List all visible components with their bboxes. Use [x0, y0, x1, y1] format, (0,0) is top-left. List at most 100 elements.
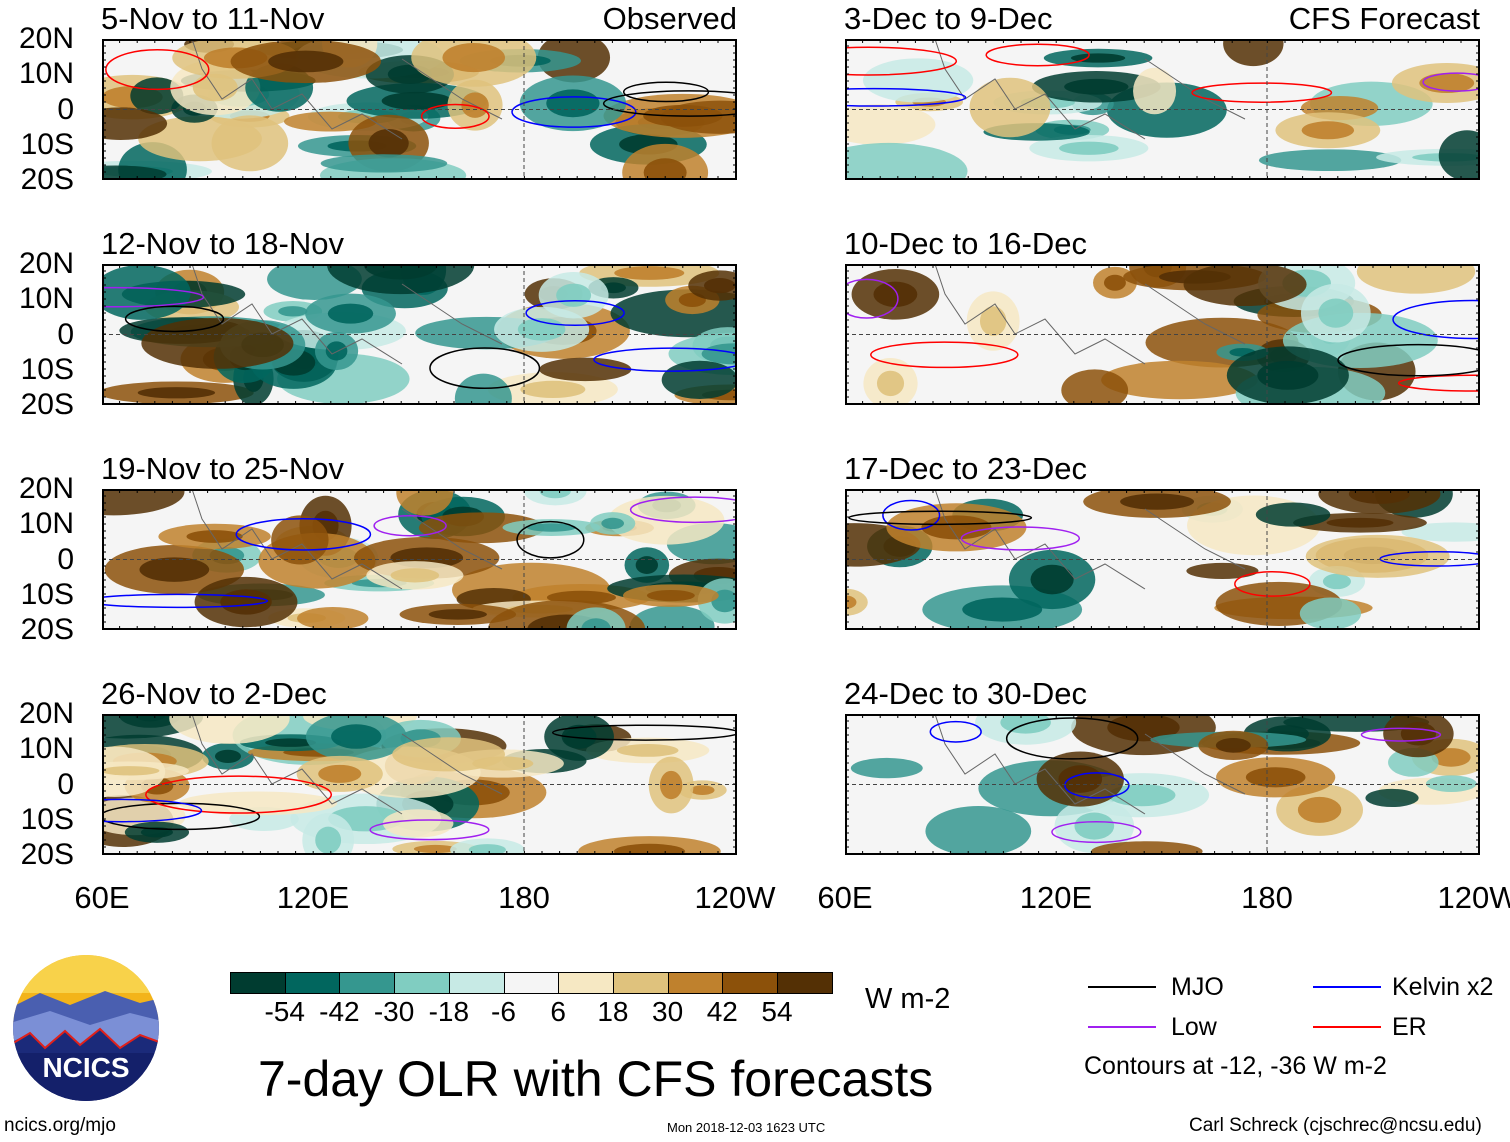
- lat-label: 10S: [20, 352, 74, 386]
- lat-label: 20N: [18, 472, 74, 505]
- olr-anomaly-shading: [969, 77, 1051, 138]
- olr-anomaly-shading: [703, 278, 736, 294]
- ncics-logo: NCICS: [13, 955, 159, 1101]
- olr-anomaly-shading: [271, 515, 329, 565]
- wave-contour: [960, 526, 1081, 551]
- olr-anomaly-shading: [845, 142, 968, 180]
- olr-anomaly-shading: [390, 568, 440, 583]
- colorbar-label: -30: [373, 996, 415, 1027]
- legend-label-kelvin: Kelvin x2: [1392, 973, 1494, 1001]
- panel-label: Observed: [602, 1, 737, 36]
- olr-anomaly-shading: [659, 770, 683, 800]
- panel-title: 26-Nov to 2-Dec: [101, 676, 327, 711]
- wave-contour: [373, 515, 447, 537]
- olr-anomaly-shading: [1245, 767, 1306, 788]
- colorbar-label: 42: [706, 996, 738, 1027]
- lat-label: 10S: [20, 802, 74, 836]
- olr-anomaly-shading: [1223, 39, 1284, 67]
- lat-label: 20N: [18, 247, 74, 280]
- olr-anomaly-shading: [646, 589, 695, 602]
- colorbar-label: 18: [597, 996, 629, 1027]
- olr-anomaly-shading: [661, 360, 737, 400]
- lon-label: 120W: [694, 880, 776, 915]
- panel-title: 12-Nov to 18-Nov: [101, 226, 344, 261]
- legend-label-er: ER: [1392, 1013, 1427, 1041]
- wave-contour: [845, 278, 899, 319]
- colorbar-swatch: [777, 972, 833, 994]
- legend-line-er: [1313, 1026, 1381, 1028]
- footer-url[interactable]: ncics.org/mjo: [4, 1115, 116, 1136]
- olr-map-panel: [102, 39, 737, 180]
- olr-anomaly-shading: [862, 58, 974, 103]
- map-frame: [845, 714, 1480, 855]
- olr-anomaly-shading: [318, 764, 362, 783]
- olr-anomaly-shading: [139, 557, 210, 582]
- wave-contour: [622, 81, 710, 103]
- olr-anomaly-shading: [1305, 534, 1450, 578]
- lat-label: 10S: [20, 127, 74, 161]
- lat-label: 20S: [20, 163, 74, 196]
- lon-label: 60E: [74, 880, 130, 915]
- olr-anomaly-shading: [979, 306, 1007, 336]
- panel-title: 24-Dec to 30-Dec: [844, 676, 1087, 711]
- wave-contour: [511, 96, 637, 128]
- wave-contour: [629, 496, 737, 524]
- wave-contour: [420, 103, 490, 129]
- olr-anomaly-shading: [102, 107, 168, 140]
- wave-contour: [929, 720, 982, 743]
- olr-anomaly-shading: [265, 738, 316, 747]
- lat-label: 20N: [18, 697, 74, 730]
- olr-anomaly-shading: [1318, 298, 1354, 328]
- map-frame: [102, 264, 737, 405]
- olr-anomaly-shading: [616, 744, 679, 757]
- map-frame: [102, 39, 737, 180]
- olr-anomaly-shading: [102, 766, 160, 776]
- olr-anomaly-shading: [701, 343, 737, 365]
- olr-anomaly-shading: [1426, 775, 1477, 792]
- colorbar-units: W m-2: [865, 983, 951, 1015]
- olr-anomaly-shading: [428, 609, 487, 620]
- lat-label: 20N: [18, 22, 74, 55]
- map-frame: [102, 714, 737, 855]
- legend-line-kelvin: [1313, 986, 1381, 988]
- wave-contour: [1064, 772, 1130, 799]
- figure-title: 7-day OLR with CFS forecasts: [258, 1051, 934, 1107]
- wave-contour: [848, 510, 1033, 526]
- colorbar-label: -18: [428, 996, 470, 1027]
- olr-anomaly-shading: [396, 489, 454, 516]
- olr-anomaly-shading: [1365, 788, 1419, 808]
- colorbar-swatch: [503, 972, 560, 994]
- olr-map-panel: [845, 264, 1480, 405]
- olr-anomaly-shading: [925, 805, 1032, 855]
- olr-anomaly-shading: [137, 387, 216, 399]
- wave-contour: [593, 347, 737, 372]
- olr-anomaly-shading: [454, 373, 512, 405]
- panel-title: 3-Dec to 9-Dec: [844, 1, 1053, 36]
- olr-anomaly-shading: [1074, 812, 1115, 840]
- olr-anomaly-shading: [1070, 53, 1126, 63]
- olr-anomaly-shading: [442, 43, 506, 73]
- colorbar-label: 6: [550, 996, 566, 1027]
- olr-anomaly-shading: [1064, 78, 1129, 95]
- lon-label: 120E: [1019, 880, 1093, 915]
- wave-contour: [102, 593, 269, 609]
- colorbar-swatch: [230, 972, 286, 994]
- olr-anomaly-shading: [1255, 502, 1331, 527]
- olr-anomaly-shading: [921, 515, 992, 540]
- lat-label: 10N: [18, 507, 74, 541]
- wave-contour: [1337, 343, 1480, 377]
- lat-label: 10N: [18, 57, 74, 91]
- olr-map-panel: [102, 489, 737, 630]
- colorbar-swatch: [612, 972, 669, 994]
- olr-anomaly-shading: [1348, 489, 1410, 504]
- wave-contour: [145, 775, 333, 814]
- wave-contour: [525, 300, 625, 327]
- wave-contour: [845, 46, 958, 76]
- lat-label: 0: [57, 92, 74, 126]
- wave-contour: [1360, 727, 1442, 742]
- lat-label: 0: [57, 542, 74, 576]
- wave-contour: [124, 305, 225, 333]
- olr-anomaly-shading: [556, 283, 592, 307]
- olr-anomaly-shading: [1133, 67, 1177, 115]
- wave-contour: [602, 90, 737, 117]
